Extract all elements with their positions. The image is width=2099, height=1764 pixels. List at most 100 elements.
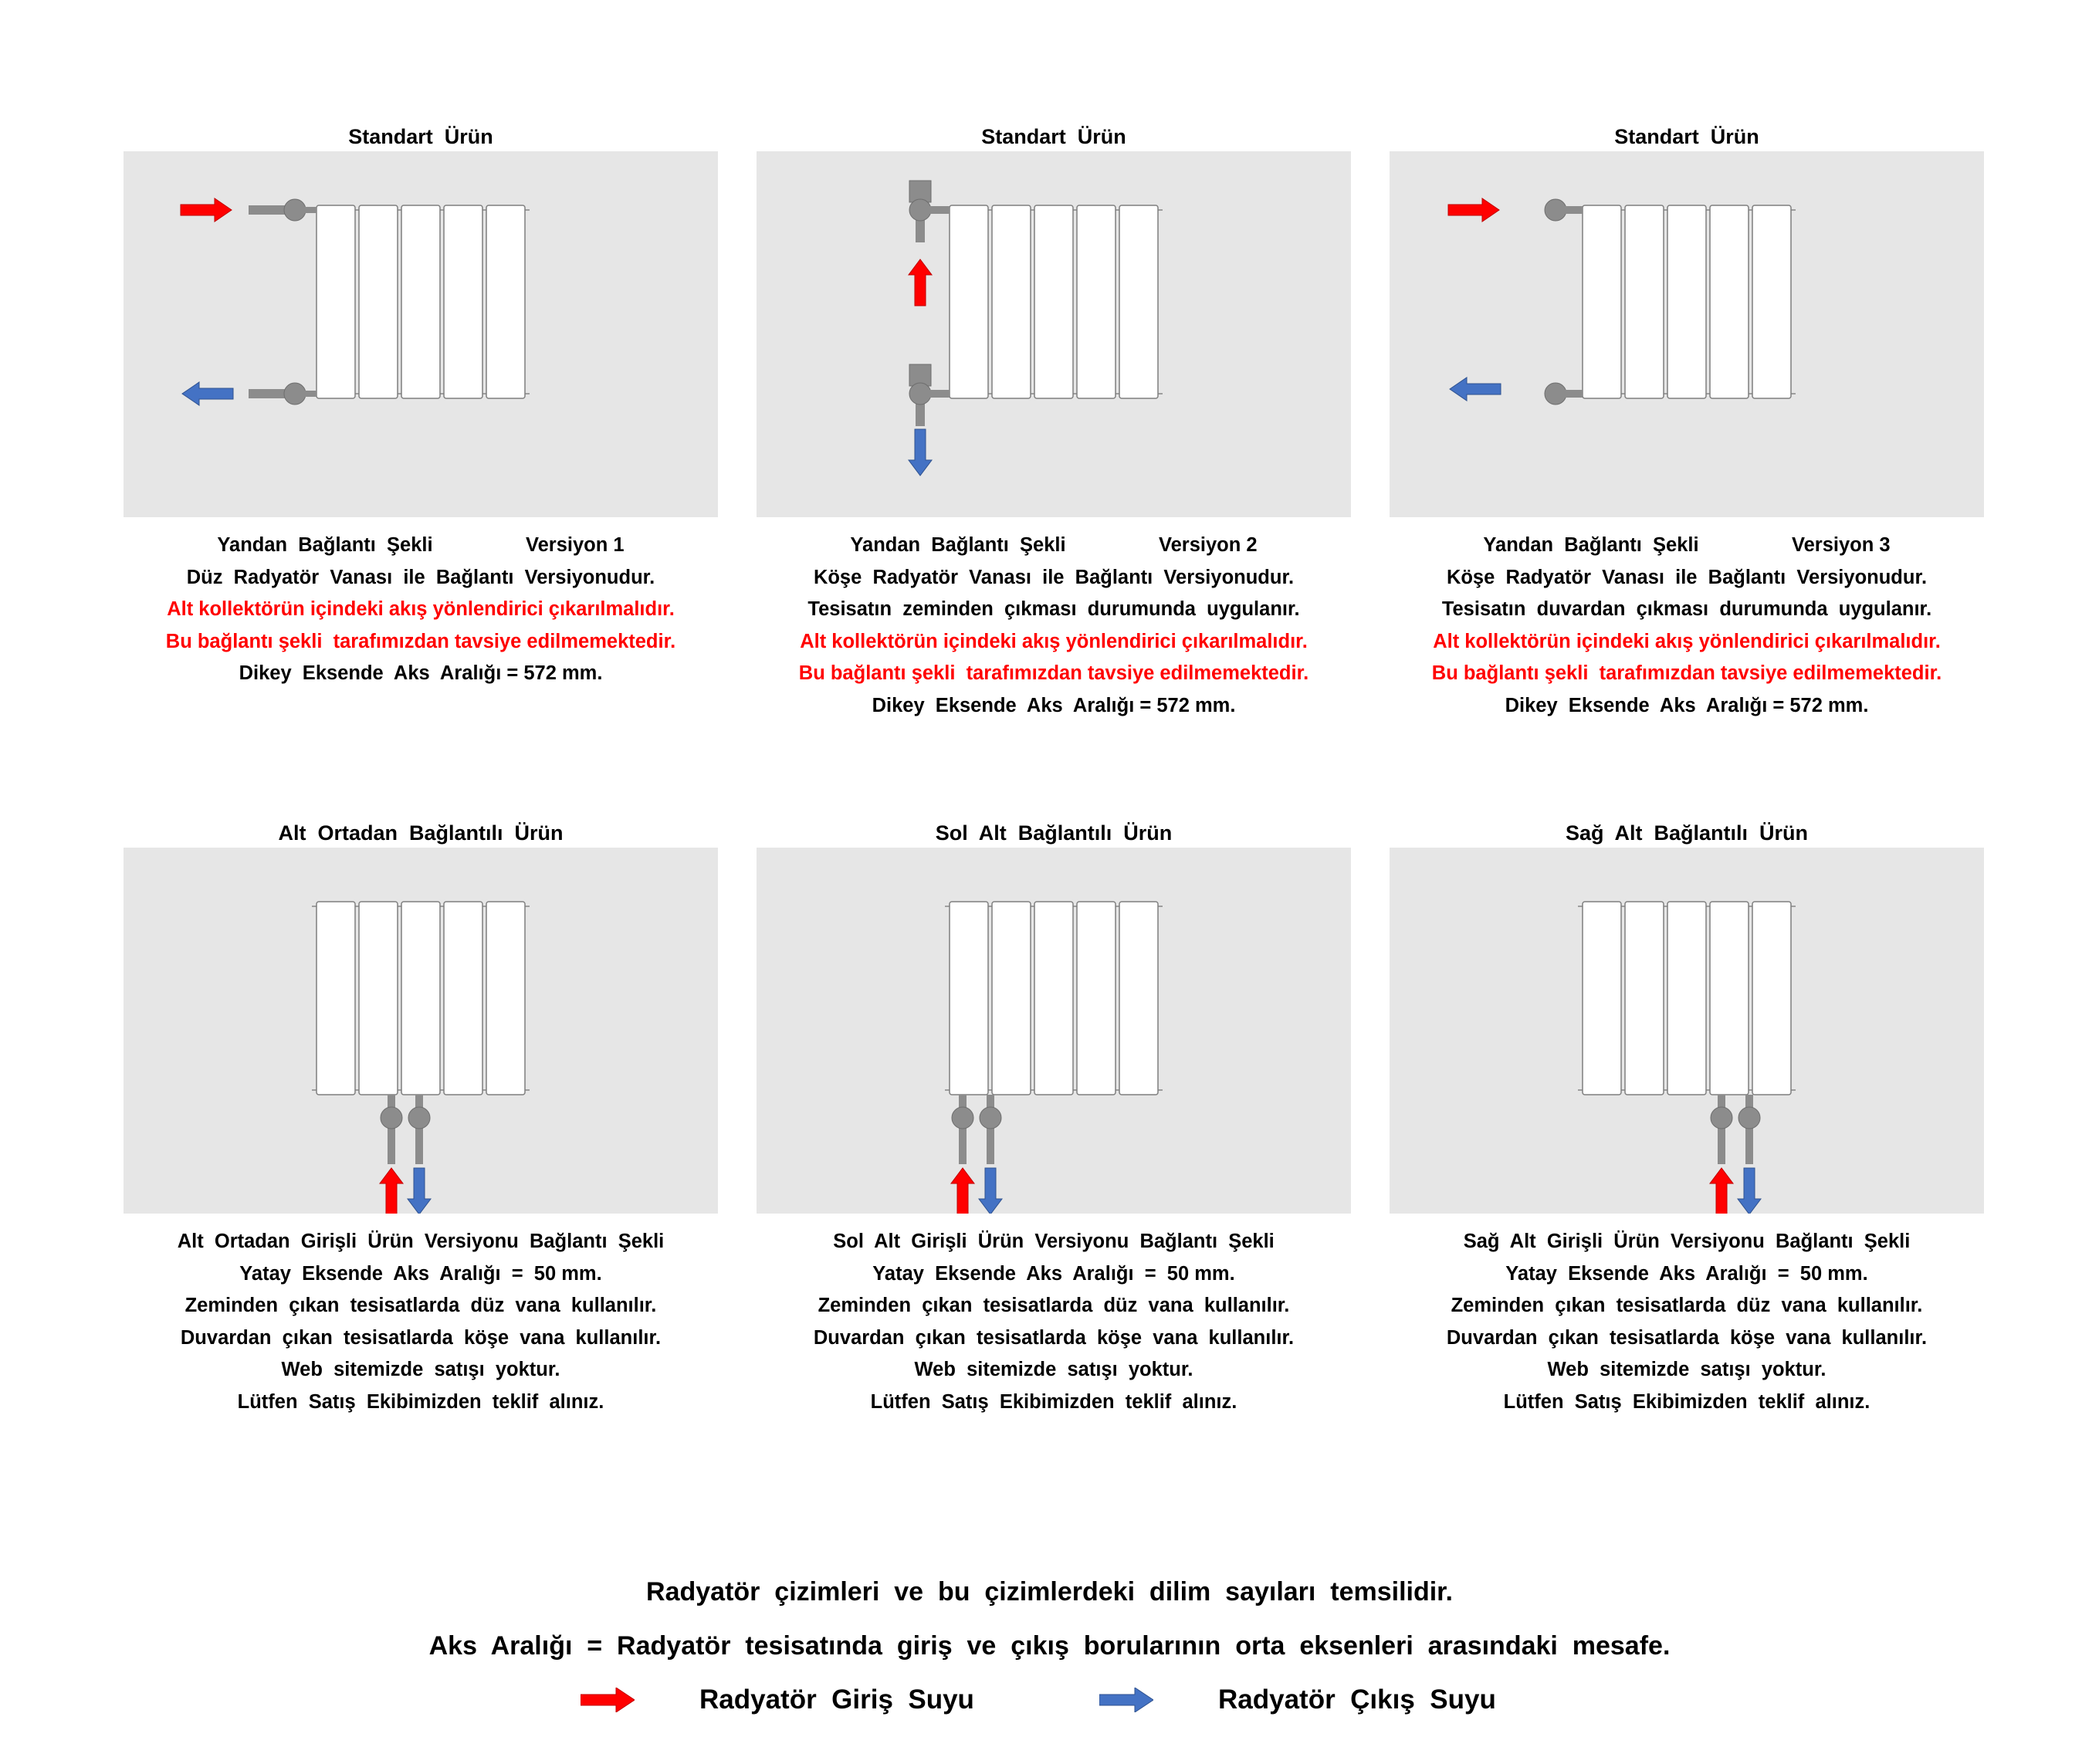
blue-arrow-icon [1099, 1688, 1153, 1712]
radiator [1578, 205, 1796, 399]
blue-arrow-icon [978, 1167, 1003, 1214]
diagram-panel [124, 848, 718, 1214]
description-line: Yandan Bağlantı Şekli Versiyon 3 [1483, 534, 1891, 556]
card-title: Alt Ortadan Bağlantılı Ürün [278, 821, 564, 845]
red-arrow-icon [581, 1688, 635, 1712]
radiator-section [1752, 205, 1792, 399]
card-title: Sol Alt Bağlantılı Ürün [935, 821, 1173, 845]
radiator-section [949, 205, 989, 399]
diagram-svg [312, 901, 530, 1214]
diagram-panel [1390, 848, 1984, 1214]
description-line: Lütfen Satış Ekibimizden teklif alınız. [237, 1390, 604, 1413]
description-line: Yandan Bağlantı Şekli Versiyon 1 [217, 534, 625, 556]
description-line: Lütfen Satış Ekibimizden teklif alınız. [870, 1390, 1237, 1413]
description-line: Web sitemizde satışı yoktur. [281, 1359, 560, 1381]
red-arrow-icon [379, 1167, 404, 1214]
radiator-section [1667, 205, 1707, 399]
description-line: Alt Ortadan Girişli Ürün Versiyonu Bağla… [177, 1231, 665, 1252]
description-line: Dikey Eksende Aks Aralığı = 572 mm. [239, 662, 603, 685]
description-line: Sağ Alt Girişli Ürün Versiyonu Bağlantı … [1463, 1231, 1911, 1252]
radiator [1578, 901, 1796, 1095]
red-arrow-icon [1709, 1167, 1734, 1214]
card-description: Sağ Alt Girişli Ürün Versiyonu Bağlantı … [1366, 1226, 2007, 1419]
radiator [945, 901, 1163, 1095]
description-line: Lütfen Satış Ekibimizden teklif alınız. [1503, 1390, 1870, 1413]
radiator-section [949, 901, 989, 1095]
red-arrow-icon [180, 198, 232, 222]
radiator-section [1752, 901, 1792, 1095]
card-title: Standart Ürün [1614, 125, 1759, 148]
warning-line: Alt kollektörün içindeki akış yönlendiri… [800, 630, 1308, 652]
legend-inlet: Radyatör Giriş Suyu [581, 1684, 974, 1715]
description-line: Duvardan çıkan tesisatlarda köşe vana ku… [180, 1326, 662, 1349]
valve-knob [1738, 1106, 1761, 1129]
legend-outlet-label: Radyatör Çıkış Suyu [1218, 1684, 1496, 1715]
card-description: Yandan Bağlantı Şekli Versiyon 2 Köşe Rad… [733, 530, 1374, 723]
radiator-section [1624, 901, 1664, 1095]
blue-arrow-icon [908, 428, 933, 476]
valve-knob [1710, 1106, 1733, 1129]
radiator-section [991, 901, 1031, 1095]
valve-head [909, 364, 932, 387]
diagram-panel [1390, 151, 1984, 517]
description-line: Köşe Radyatör Vanası ile Bağlantı Versiy… [1446, 566, 1928, 588]
warning-line: Alt kollektörün içindeki akış yönlendiri… [167, 598, 675, 621]
description-line: Web sitemizde satışı yoktur. [914, 1359, 1193, 1381]
card-description: Sol Alt Girişli Ürün Versiyonu Bağlantı … [733, 1226, 1374, 1419]
card-description: Yandan Bağlantı Şekli Versiyon 1 Düz Rady… [100, 530, 741, 690]
description-line: Tesisatın zeminden çıkması durumunda uyg… [807, 598, 1300, 621]
footer-definition: Aks Aralığı = Radyatör tesisatında giriş… [428, 1631, 1671, 1661]
radiator-section [1076, 205, 1116, 399]
radiator-section [401, 901, 441, 1095]
diagram-panel [757, 848, 1351, 1214]
diagram-svg [1447, 198, 1796, 405]
radiator [945, 205, 1163, 399]
blue-arrow-icon [1449, 377, 1501, 401]
description-line: Yatay Eksende Aks Aralığı = 50 mm. [239, 1262, 602, 1285]
description-line: Dikey Eksende Aks Aralığı = 572 mm. [1505, 694, 1869, 716]
description-line: Duvardan çıkan tesisatlarda köşe vana ku… [1446, 1326, 1928, 1349]
red-arrow-icon [950, 1167, 975, 1214]
radiator [312, 205, 530, 399]
radiator-section [443, 205, 483, 399]
radiator-section [443, 901, 483, 1095]
valve-knob [408, 1106, 431, 1129]
red-arrow-icon [1447, 198, 1500, 222]
radiator-section [1624, 205, 1664, 399]
radiator-section [1709, 205, 1749, 399]
valve-knob [380, 1106, 403, 1129]
description-line: Zeminden çıkan tesisatlarda düz vana kul… [818, 1295, 1290, 1317]
legend-inlet-label: Radyatör Giriş Suyu [699, 1684, 974, 1715]
radiator-section [1034, 205, 1074, 399]
radiator-section [316, 205, 356, 399]
warning-line: Alt kollektörün içindeki akış yönlendiri… [1433, 630, 1941, 652]
radiator [312, 901, 530, 1095]
radiator-section [1709, 901, 1749, 1095]
description-line: Yandan Bağlantı Şekli Versiyon 2 [850, 534, 1258, 556]
description-line: Tesisatın duvardan çıkması durumunda uyg… [1441, 598, 1932, 621]
radiator-section [1034, 901, 1074, 1095]
radiator-section [316, 901, 356, 1095]
red-arrow-icon [908, 259, 933, 306]
blue-arrow-icon [407, 1167, 432, 1214]
description-line: Düz Radyatör Vanası ile Bağlantı Versiyo… [186, 566, 655, 588]
valve-knob [283, 198, 306, 222]
description-line: Yatay Eksende Aks Aralığı = 50 mm. [872, 1262, 1235, 1285]
diagram-panel [757, 151, 1351, 517]
diagram-panel [124, 151, 718, 517]
legend-outlet: Radyatör Çıkış Suyu [1099, 1684, 1496, 1715]
blue-arrow-icon [1737, 1167, 1762, 1214]
warning-line: Bu bağlantı şekli tarafımızdan tavsiye e… [798, 662, 1309, 685]
radiator-section [1076, 901, 1116, 1095]
description-line: Köşe Radyatör Vanası ile Bağlantı Versiy… [813, 566, 1295, 588]
radiator-section [358, 901, 398, 1095]
radiator-section [1119, 205, 1159, 399]
radiator-section [1582, 205, 1622, 399]
card-description: Yandan Bağlantı Şekli Versiyon 3 Köşe Rad… [1366, 530, 2007, 723]
footer-note: Radyatör çizimleri ve bu çizimlerdeki di… [646, 1577, 1453, 1607]
diagram-svg [180, 198, 530, 406]
description-line: Yatay Eksende Aks Aralığı = 50 mm. [1505, 1262, 1868, 1285]
radiator-section [401, 205, 441, 399]
description-line: Zeminden çıkan tesisatlarda düz vana kul… [1451, 1295, 1923, 1317]
radiator-section [486, 901, 526, 1095]
